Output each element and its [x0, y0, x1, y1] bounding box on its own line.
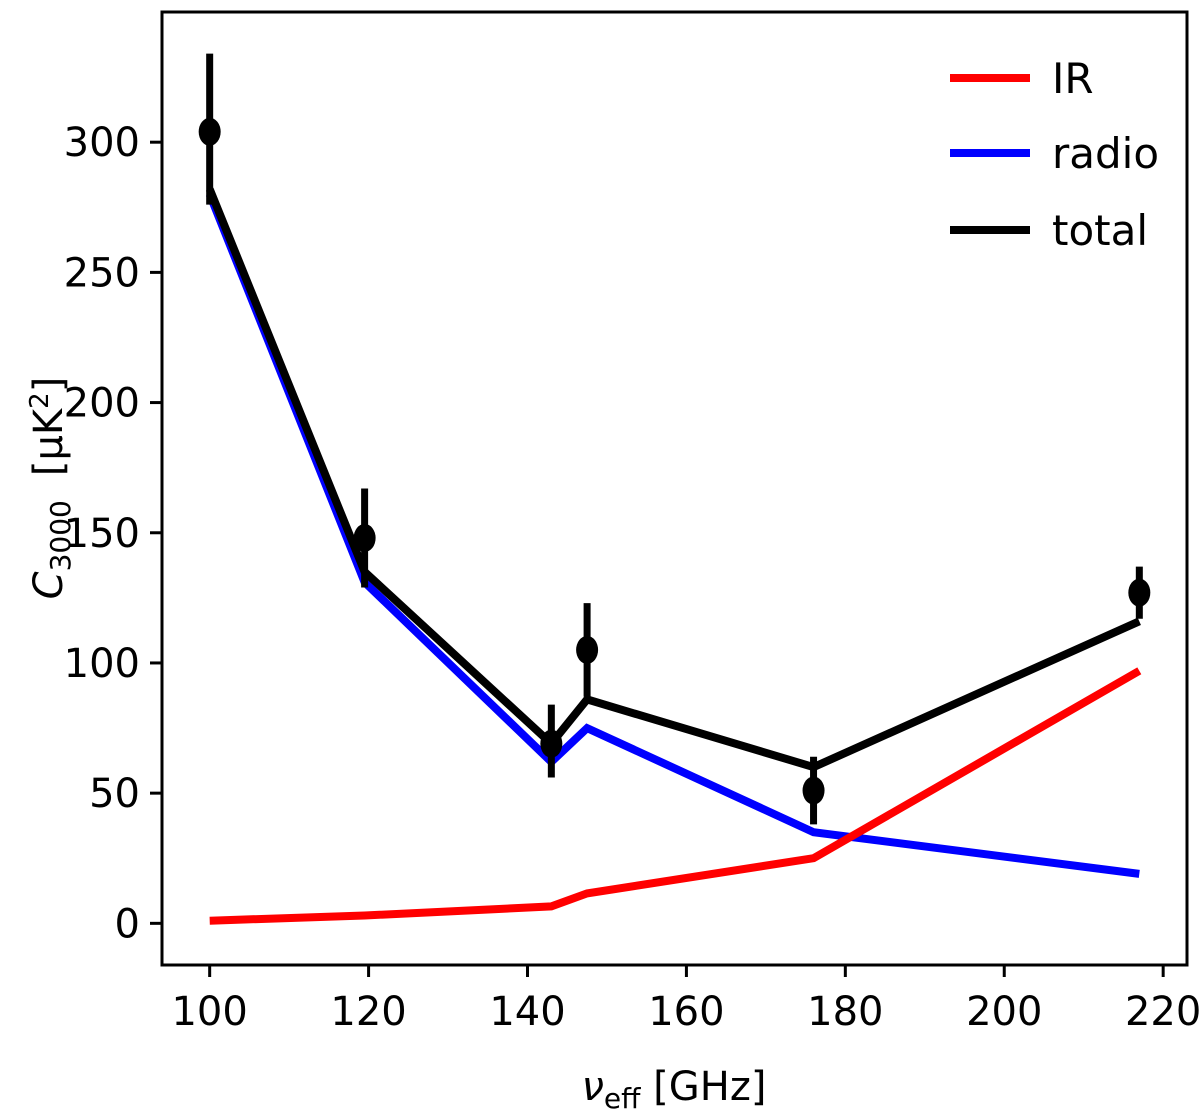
y-axis-label-superscript: 2	[25, 392, 55, 409]
legend-label-total: total	[1052, 206, 1148, 255]
y-axis-label: C3000 [μK2]	[25, 377, 77, 600]
y-axis-label-unit: [μK	[26, 407, 72, 476]
data-point	[198, 117, 221, 146]
series-layer	[205, 187, 1142, 925]
x-tick-label: 220	[1125, 989, 1200, 1035]
x-tick-label: 180	[807, 989, 883, 1035]
plot-frame	[160, 10, 1189, 967]
x-tick-label: 100	[171, 989, 247, 1035]
x-axis-label-unit: [GHz]	[640, 1064, 766, 1110]
y-tick-label: 50	[89, 771, 140, 817]
data-point	[540, 729, 563, 758]
y-tick-label: 200	[64, 381, 140, 427]
series-line-total	[205, 187, 1141, 772]
y-axis-label-close: ]	[26, 377, 72, 393]
axis-ticks: 100 120 140 160 180 200 220 0 50 100 150 200 250 300	[64, 120, 1200, 1035]
y-axis-label-subscript: 3000	[44, 500, 77, 571]
y-tick-label: 150	[64, 511, 140, 557]
data-point	[802, 776, 825, 805]
x-tick-label: 120	[330, 989, 406, 1035]
x-axis-label-subscript: eff	[604, 1082, 641, 1115]
y-tick-label: 300	[64, 120, 140, 166]
x-axis-label-symbol: ν	[582, 1064, 604, 1110]
y-tick-label: 0	[115, 901, 140, 947]
legend: IR radio total	[950, 54, 1159, 255]
data-point	[1128, 578, 1151, 607]
x-tick-label: 160	[648, 989, 724, 1035]
data-point	[576, 635, 599, 664]
y-tick-label: 250	[64, 250, 140, 296]
legend-label-ir: IR	[1052, 54, 1094, 103]
y-axis-label-symbol: C	[26, 571, 72, 599]
x-axis-label: νeff [GHz]	[582, 1064, 767, 1115]
x-tick-label: 200	[966, 989, 1042, 1035]
series-line-ir	[209, 667, 1142, 925]
data-points	[198, 53, 1151, 825]
y-tick-label: 100	[64, 641, 140, 687]
x-tick-label: 140	[489, 989, 565, 1035]
legend-label-radio: radio	[1052, 129, 1159, 178]
data-point	[353, 523, 376, 552]
